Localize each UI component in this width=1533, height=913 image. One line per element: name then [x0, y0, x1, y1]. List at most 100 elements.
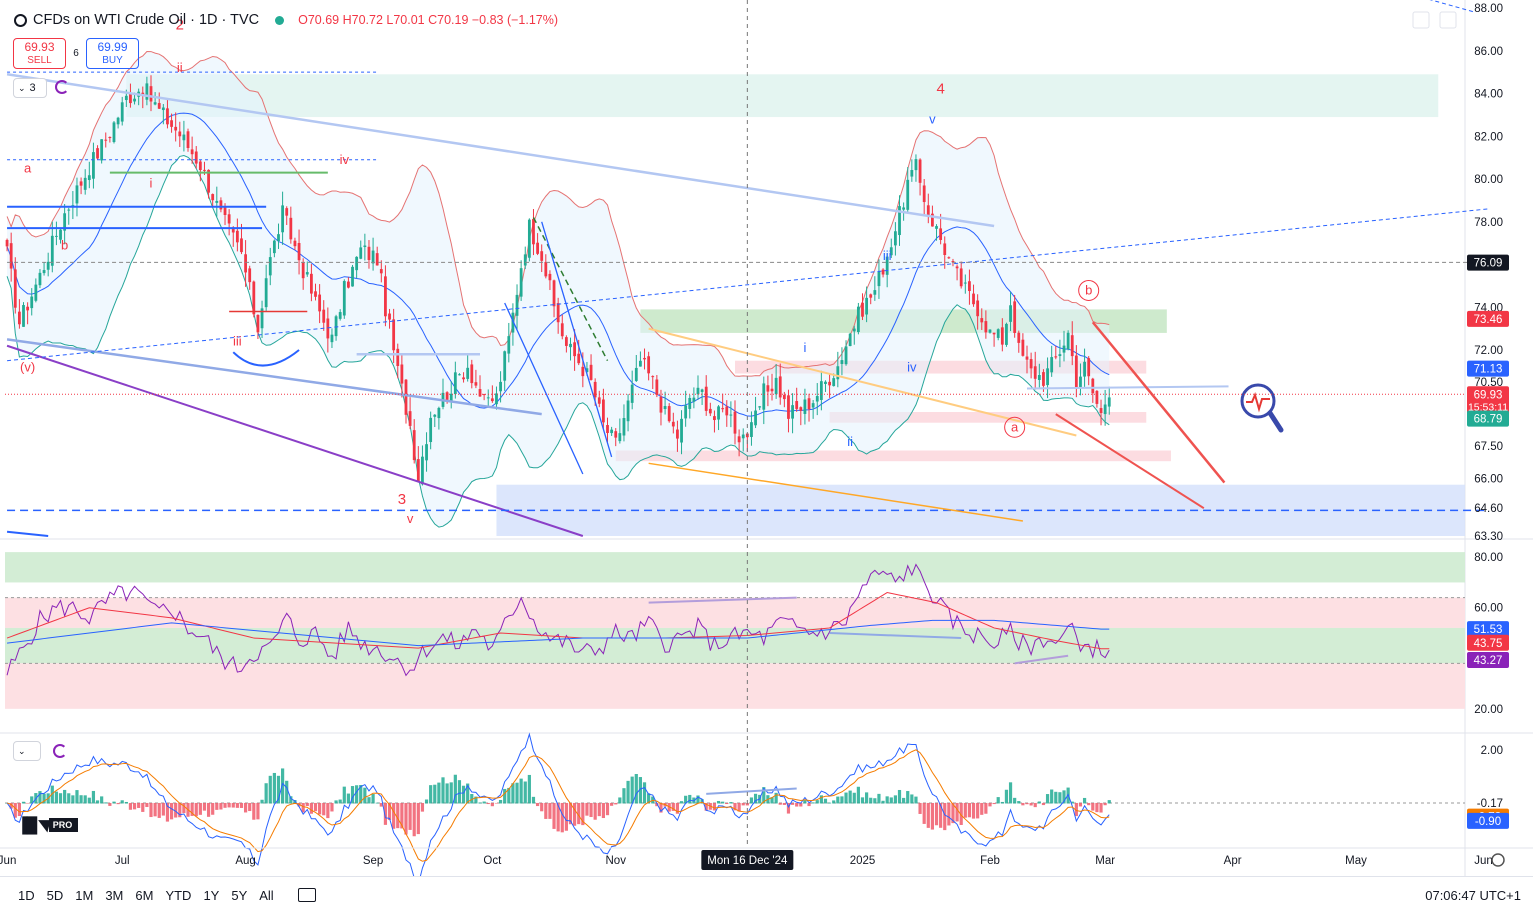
candle: [824, 380, 827, 392]
candle-body: [285, 208, 289, 216]
macd-histogram-bar: [601, 802, 605, 819]
candle-body: [564, 337, 568, 346]
price-tag-text: 68.79: [1474, 414, 1503, 426]
macd-histogram-bar: [659, 802, 663, 813]
candle-body: [737, 436, 741, 443]
macd-histogram-bar: [848, 790, 852, 804]
clock[interactable]: 07:06:47 UTC+1: [1425, 887, 1521, 903]
macd-histogram-bar: [198, 802, 202, 815]
macd-histogram-bar: [733, 802, 737, 811]
candle-body: [778, 376, 782, 398]
macd-histogram-bar: [1025, 802, 1029, 805]
price-tag: 76.09: [1467, 254, 1509, 271]
candle-body: [478, 389, 482, 397]
calendar-icon[interactable]: [297, 888, 316, 902]
candle: [46, 252, 50, 277]
refresh-icon[interactable]: [55, 80, 69, 94]
macd-histogram-bar: [211, 802, 215, 815]
candle-body: [297, 243, 301, 261]
candle: [918, 158, 922, 196]
candle-body: [83, 177, 87, 190]
candle-body: [75, 185, 79, 204]
macd-histogram-bar: [441, 777, 445, 804]
candle-body: [639, 360, 642, 367]
candle: [972, 284, 975, 307]
trend-line: [541, 221, 613, 458]
candle-body: [1103, 404, 1107, 415]
macd-histogram-bar: [437, 782, 441, 804]
buy-button[interactable]: 69.99 BUY: [86, 38, 139, 69]
candle-body: [877, 271, 881, 287]
macd-histogram-bar: [116, 802, 120, 805]
candle-body: [133, 98, 136, 102]
indicators-toggle-button[interactable]: ⌄ 3: [13, 78, 47, 98]
timeframe-ytd[interactable]: YTD: [165, 887, 192, 903]
candle-body: [355, 256, 359, 271]
timeframe-all[interactable]: All: [259, 887, 274, 903]
macd-histogram-bar: [548, 802, 552, 819]
candle-body: [198, 161, 202, 171]
timeframe-1d[interactable]: 1D: [18, 887, 35, 903]
chart-canvas[interactable]: 2iiaibiviii(v)3v4viiiiiviiba88.0086.0084…: [0, 0, 1533, 876]
macd-histogram-bar: [264, 783, 268, 804]
candle-body: [433, 414, 437, 417]
candle-body: [951, 261, 955, 263]
candle-body: [725, 406, 729, 416]
candle: [231, 226, 235, 247]
timeframe-6m[interactable]: 6M: [135, 887, 154, 903]
macd-histogram-bar: [840, 796, 844, 804]
macd-histogram-bar: [178, 802, 182, 818]
candle: [893, 222, 897, 256]
timeframe-5y[interactable]: 5Y: [231, 887, 248, 903]
candle-body: [803, 399, 807, 414]
candle-body: [421, 456, 424, 485]
candle-body: [861, 302, 864, 317]
wave-label-circle: [1004, 416, 1026, 438]
candle: [153, 92, 157, 106]
pane-collapse-button[interactable]: ⌄: [13, 741, 41, 761]
rsi-divergence-line: [648, 596, 797, 604]
candle-body: [1005, 323, 1008, 345]
macd-histogram-bar: [252, 802, 256, 820]
macd-histogram-bar: [449, 782, 453, 804]
candle-body: [9, 243, 13, 269]
timeframe-1y[interactable]: 1Y: [203, 887, 220, 903]
sell-button[interactable]: 69.93 SELL: [13, 38, 66, 69]
macd-axis-label: -0.17: [1477, 798, 1503, 810]
candle-body: [289, 217, 293, 240]
macd-histogram-bar: [227, 802, 231, 808]
macd-histogram-bar: [367, 797, 371, 804]
candle: [725, 400, 729, 427]
macd-histogram-bar: [1062, 790, 1066, 804]
candle: [968, 269, 971, 305]
macd-histogram-bar: [865, 792, 869, 804]
wave-label: iv: [907, 359, 917, 374]
timeframe-1m[interactable]: 1M: [75, 887, 94, 903]
candle: [1021, 333, 1025, 357]
candle: [79, 177, 83, 195]
candle-body: [770, 388, 774, 392]
wave-label: iii: [233, 334, 242, 349]
timeframe-3m[interactable]: 3M: [105, 887, 124, 903]
symbol-title[interactable]: CFDs on WTI Crude Oil · 1D · TVC: [33, 12, 260, 28]
macd-histogram-bar: [910, 794, 914, 804]
candle-body: [34, 284, 38, 301]
candle-body: [416, 459, 420, 482]
macd-histogram-bar: [161, 802, 165, 816]
candle: [750, 411, 753, 446]
candle: [490, 385, 494, 403]
refresh-icon[interactable]: [53, 744, 67, 758]
candle-body: [552, 280, 556, 307]
macd-histogram-bar: [412, 802, 416, 837]
macd-histogram-bar: [1107, 800, 1111, 804]
candle-body: [351, 266, 354, 287]
candle-body: [17, 311, 21, 325]
candle: [9, 232, 13, 282]
timeframe-5d[interactable]: 5D: [46, 887, 64, 903]
candle: [429, 411, 433, 450]
macd-histogram-bar: [704, 802, 708, 811]
time-axis-label: Feb: [980, 855, 1000, 867]
candle: [663, 391, 667, 415]
candle-body: [573, 342, 577, 357]
candle-body: [935, 226, 938, 229]
